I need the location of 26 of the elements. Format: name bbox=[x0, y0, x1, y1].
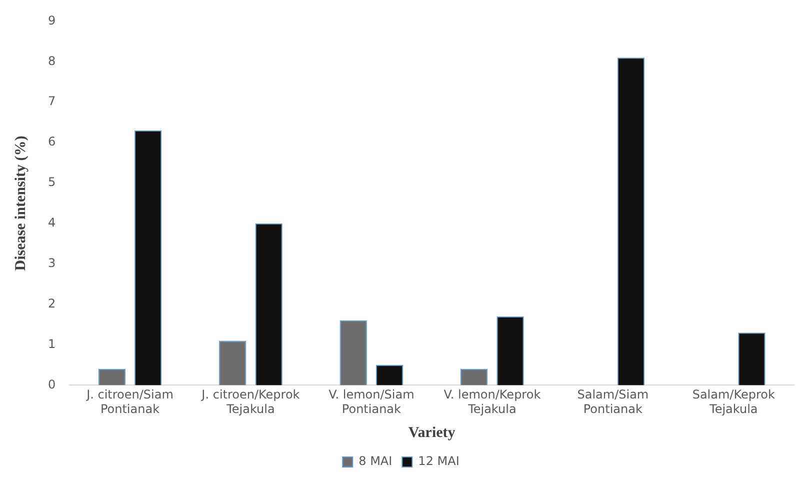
category-label: Pontianak bbox=[100, 402, 160, 416]
y-tick-label: 7 bbox=[48, 94, 56, 108]
category-label: J. citroen/Siam bbox=[86, 388, 174, 402]
category-label: V. lemon/Siam bbox=[328, 388, 414, 402]
category-label: Pontianak bbox=[583, 402, 642, 416]
y-tick-label: 5 bbox=[48, 175, 56, 190]
legend-label: 12 MAI bbox=[418, 454, 460, 468]
y-tick-label: 6 bbox=[48, 134, 56, 149]
y-tick-label: 9 bbox=[48, 13, 56, 28]
category-label: V. lemon/Keprok bbox=[444, 388, 541, 402]
category-label: Salam/Siam bbox=[577, 388, 649, 402]
y-tick-label: 4 bbox=[48, 216, 56, 230]
category-label: Salam/Keprok bbox=[692, 388, 775, 402]
category-label: Tejakula bbox=[226, 402, 275, 416]
category-label: J. citroen/Keprok bbox=[202, 388, 300, 402]
legend-label: 8 MAI bbox=[358, 454, 392, 468]
y-axis-title: Disease intensity (%) bbox=[12, 136, 29, 271]
category-label: Pontianak bbox=[342, 402, 401, 416]
x-axis-title: Variety bbox=[408, 424, 456, 441]
y-tick-label: 1 bbox=[48, 336, 56, 351]
category-label: Tejakula bbox=[468, 402, 516, 416]
category-label: Tejakula bbox=[710, 402, 758, 416]
y-tick-label: 0 bbox=[48, 377, 56, 392]
y-tick-label: 3 bbox=[48, 256, 56, 270]
y-tick-label: 2 bbox=[48, 296, 56, 310]
y-tick-label: 8 bbox=[48, 54, 56, 68]
